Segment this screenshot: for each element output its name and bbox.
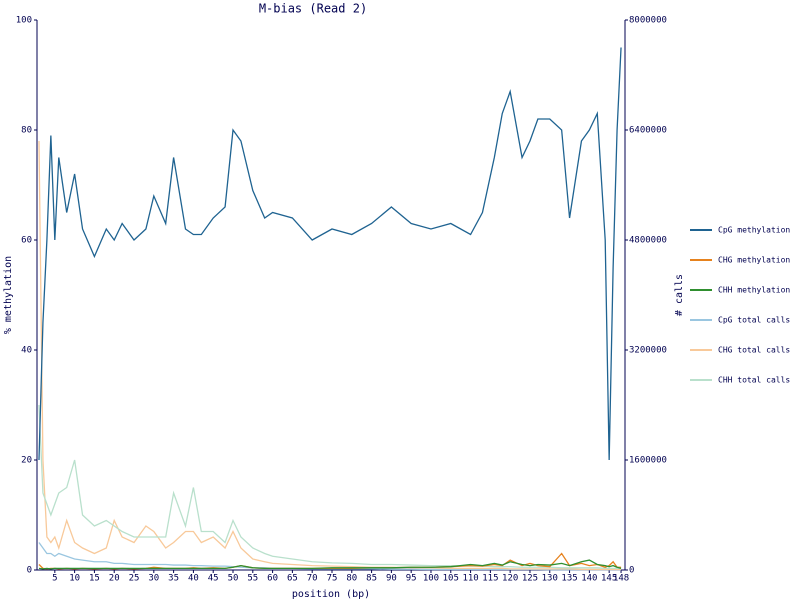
y2-tick-label: 3200000 bbox=[629, 346, 667, 356]
y-tick-label: 0 bbox=[27, 566, 32, 576]
x-tick-label: 40 bbox=[188, 574, 199, 584]
series-line bbox=[38, 140, 622, 571]
y2-tick-label: 6400000 bbox=[629, 126, 667, 136]
legend-label: CHG total calls bbox=[718, 346, 790, 355]
series-line bbox=[38, 404, 622, 569]
legend-label: CHG methylation bbox=[718, 256, 790, 265]
x-tick-label: 5 bbox=[52, 574, 57, 584]
x-tick-label: 130 bbox=[542, 574, 558, 584]
y-axis-label: % methylation bbox=[3, 256, 14, 334]
series-line bbox=[38, 47, 622, 461]
x-tick-label: 50 bbox=[228, 574, 239, 584]
y-tick-label: 80 bbox=[21, 126, 32, 136]
x-tick-label: 105 bbox=[443, 574, 459, 584]
x-tick-label: 45 bbox=[208, 574, 219, 584]
x-tick-label: 115 bbox=[482, 574, 498, 584]
x-tick-label: 120 bbox=[502, 574, 518, 584]
x-tick-label: 148 bbox=[613, 574, 629, 584]
x-tick-label: 140 bbox=[581, 574, 597, 584]
y2-axis-label: # calls bbox=[674, 274, 685, 316]
x-tick-label: 125 bbox=[522, 574, 538, 584]
y-tick-label: 100 bbox=[16, 16, 32, 26]
x-tick-label: 75 bbox=[327, 574, 338, 584]
legend-label: CHH total calls bbox=[718, 376, 790, 385]
y2-tick-label: 4800000 bbox=[629, 236, 667, 246]
y-tick-label: 20 bbox=[21, 456, 32, 466]
x-tick-label: 110 bbox=[462, 574, 478, 584]
x-tick-label: 100 bbox=[423, 574, 439, 584]
x-tick-label: 70 bbox=[307, 574, 318, 584]
x-tick-label: 135 bbox=[561, 574, 577, 584]
x-tick-label: 55 bbox=[247, 574, 258, 584]
x-tick-label: 15 bbox=[89, 574, 100, 584]
x-tick-label: 60 bbox=[267, 574, 278, 584]
x-tick-label: 80 bbox=[346, 574, 357, 584]
legend-label: CpG methylation bbox=[718, 226, 790, 235]
chart-title: M-bias (Read 2) bbox=[259, 2, 367, 16]
series-line bbox=[38, 559, 622, 570]
x-tick-label: 30 bbox=[148, 574, 159, 584]
legend-label: CHH methylation bbox=[718, 286, 790, 295]
x-tick-label: 20 bbox=[109, 574, 120, 584]
x-tick-label: 95 bbox=[406, 574, 417, 584]
y-tick-label: 60 bbox=[21, 236, 32, 246]
legend-label: CpG total calls bbox=[718, 316, 790, 325]
x-tick-label: 25 bbox=[129, 574, 140, 584]
y2-tick-label: 8000000 bbox=[629, 16, 667, 26]
y2-tick-label: 0 bbox=[629, 566, 634, 576]
x-tick-label: 145 bbox=[601, 574, 617, 584]
x-axis-label: position (bp) bbox=[292, 589, 370, 600]
x-tick-label: 65 bbox=[287, 574, 298, 584]
x-tick-label: 10 bbox=[69, 574, 80, 584]
y-tick-label: 40 bbox=[21, 346, 32, 356]
y2-tick-label: 1600000 bbox=[629, 456, 667, 466]
x-tick-label: 85 bbox=[366, 574, 377, 584]
x-tick-label: 90 bbox=[386, 574, 397, 584]
x-tick-label: 35 bbox=[168, 574, 179, 584]
